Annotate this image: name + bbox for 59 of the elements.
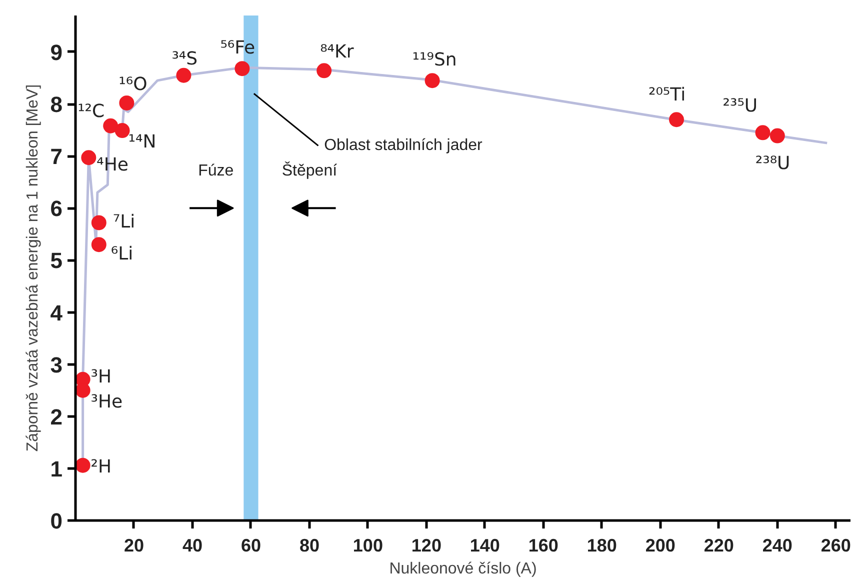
annotation: ⁸⁴Kr <box>320 42 354 63</box>
annotation: ³⁴S <box>172 48 198 70</box>
point <box>234 61 250 76</box>
annotation: ⁴He <box>96 154 128 176</box>
point <box>755 125 770 140</box>
annotation: ¹⁶O <box>118 74 148 95</box>
point <box>91 215 106 230</box>
annotation: ⁵⁶Fe <box>220 38 256 59</box>
y-tick-label: 5 <box>50 248 63 274</box>
x-tick-label: 140 <box>470 536 500 556</box>
x-tick-label: 120 <box>411 536 442 556</box>
x-tick-label: 200 <box>645 536 676 556</box>
point <box>103 118 118 134</box>
annotation: ¹²C <box>78 100 105 122</box>
y-tick-label: 4 <box>50 300 64 326</box>
annotation: ²H <box>90 456 112 478</box>
x-tick-label: 60 <box>240 536 261 556</box>
point <box>119 95 134 110</box>
point <box>91 237 106 252</box>
x-tick-label: 100 <box>352 536 383 556</box>
x-axis-title: Nukleonové číslo (A) <box>389 560 537 578</box>
point <box>316 63 332 78</box>
annotation: ⁶Li <box>110 244 134 265</box>
annotation: ¹⁴N <box>128 132 156 153</box>
annotation: ³H <box>90 366 112 388</box>
x-tick-label: 160 <box>528 536 558 556</box>
x-tick-label: 180 <box>586 536 617 556</box>
annotation: ¹¹⁹Sn <box>412 50 457 71</box>
annotation: Fúze <box>198 162 234 180</box>
x-tick-label: 240 <box>762 536 792 556</box>
y-tick-label: 1 <box>50 456 63 482</box>
x-tick-label: 20 <box>124 536 144 556</box>
x-tick-label: 40 <box>182 536 202 556</box>
y-axis-title: Záporně vzatá vazebná energie na 1 nukleon [MeV] <box>24 84 42 452</box>
annotation: ²⁰⁵Ti <box>648 84 686 106</box>
point <box>770 128 785 144</box>
y-tick-label: 0 <box>50 508 63 534</box>
annotation: Štěpení <box>282 161 338 180</box>
point <box>424 73 440 88</box>
annotation: ²³⁸U <box>755 152 790 174</box>
point <box>176 68 192 83</box>
y-tick-label: 2 <box>50 404 63 430</box>
annotation: ²³⁵U <box>722 96 758 117</box>
x-tick-label: 220 <box>704 536 734 556</box>
annotation: ³He <box>90 391 123 412</box>
y-tick-label: 9 <box>50 40 63 65</box>
x-tick-label: 260 <box>820 536 851 556</box>
y-tick-label: 3 <box>50 352 63 378</box>
annotation: ⁷Li <box>112 212 136 233</box>
y-tick-label: 8 <box>50 92 63 118</box>
x-tick-label: 80 <box>299 536 320 556</box>
y-tick-label: 6 <box>50 196 63 222</box>
y-tick-label: 7 <box>50 144 63 170</box>
point <box>81 150 96 166</box>
point <box>114 123 130 138</box>
point <box>668 112 684 128</box>
point <box>76 458 90 473</box>
point <box>76 382 90 398</box>
annotation: Oblast stabilních jader <box>324 137 484 154</box>
